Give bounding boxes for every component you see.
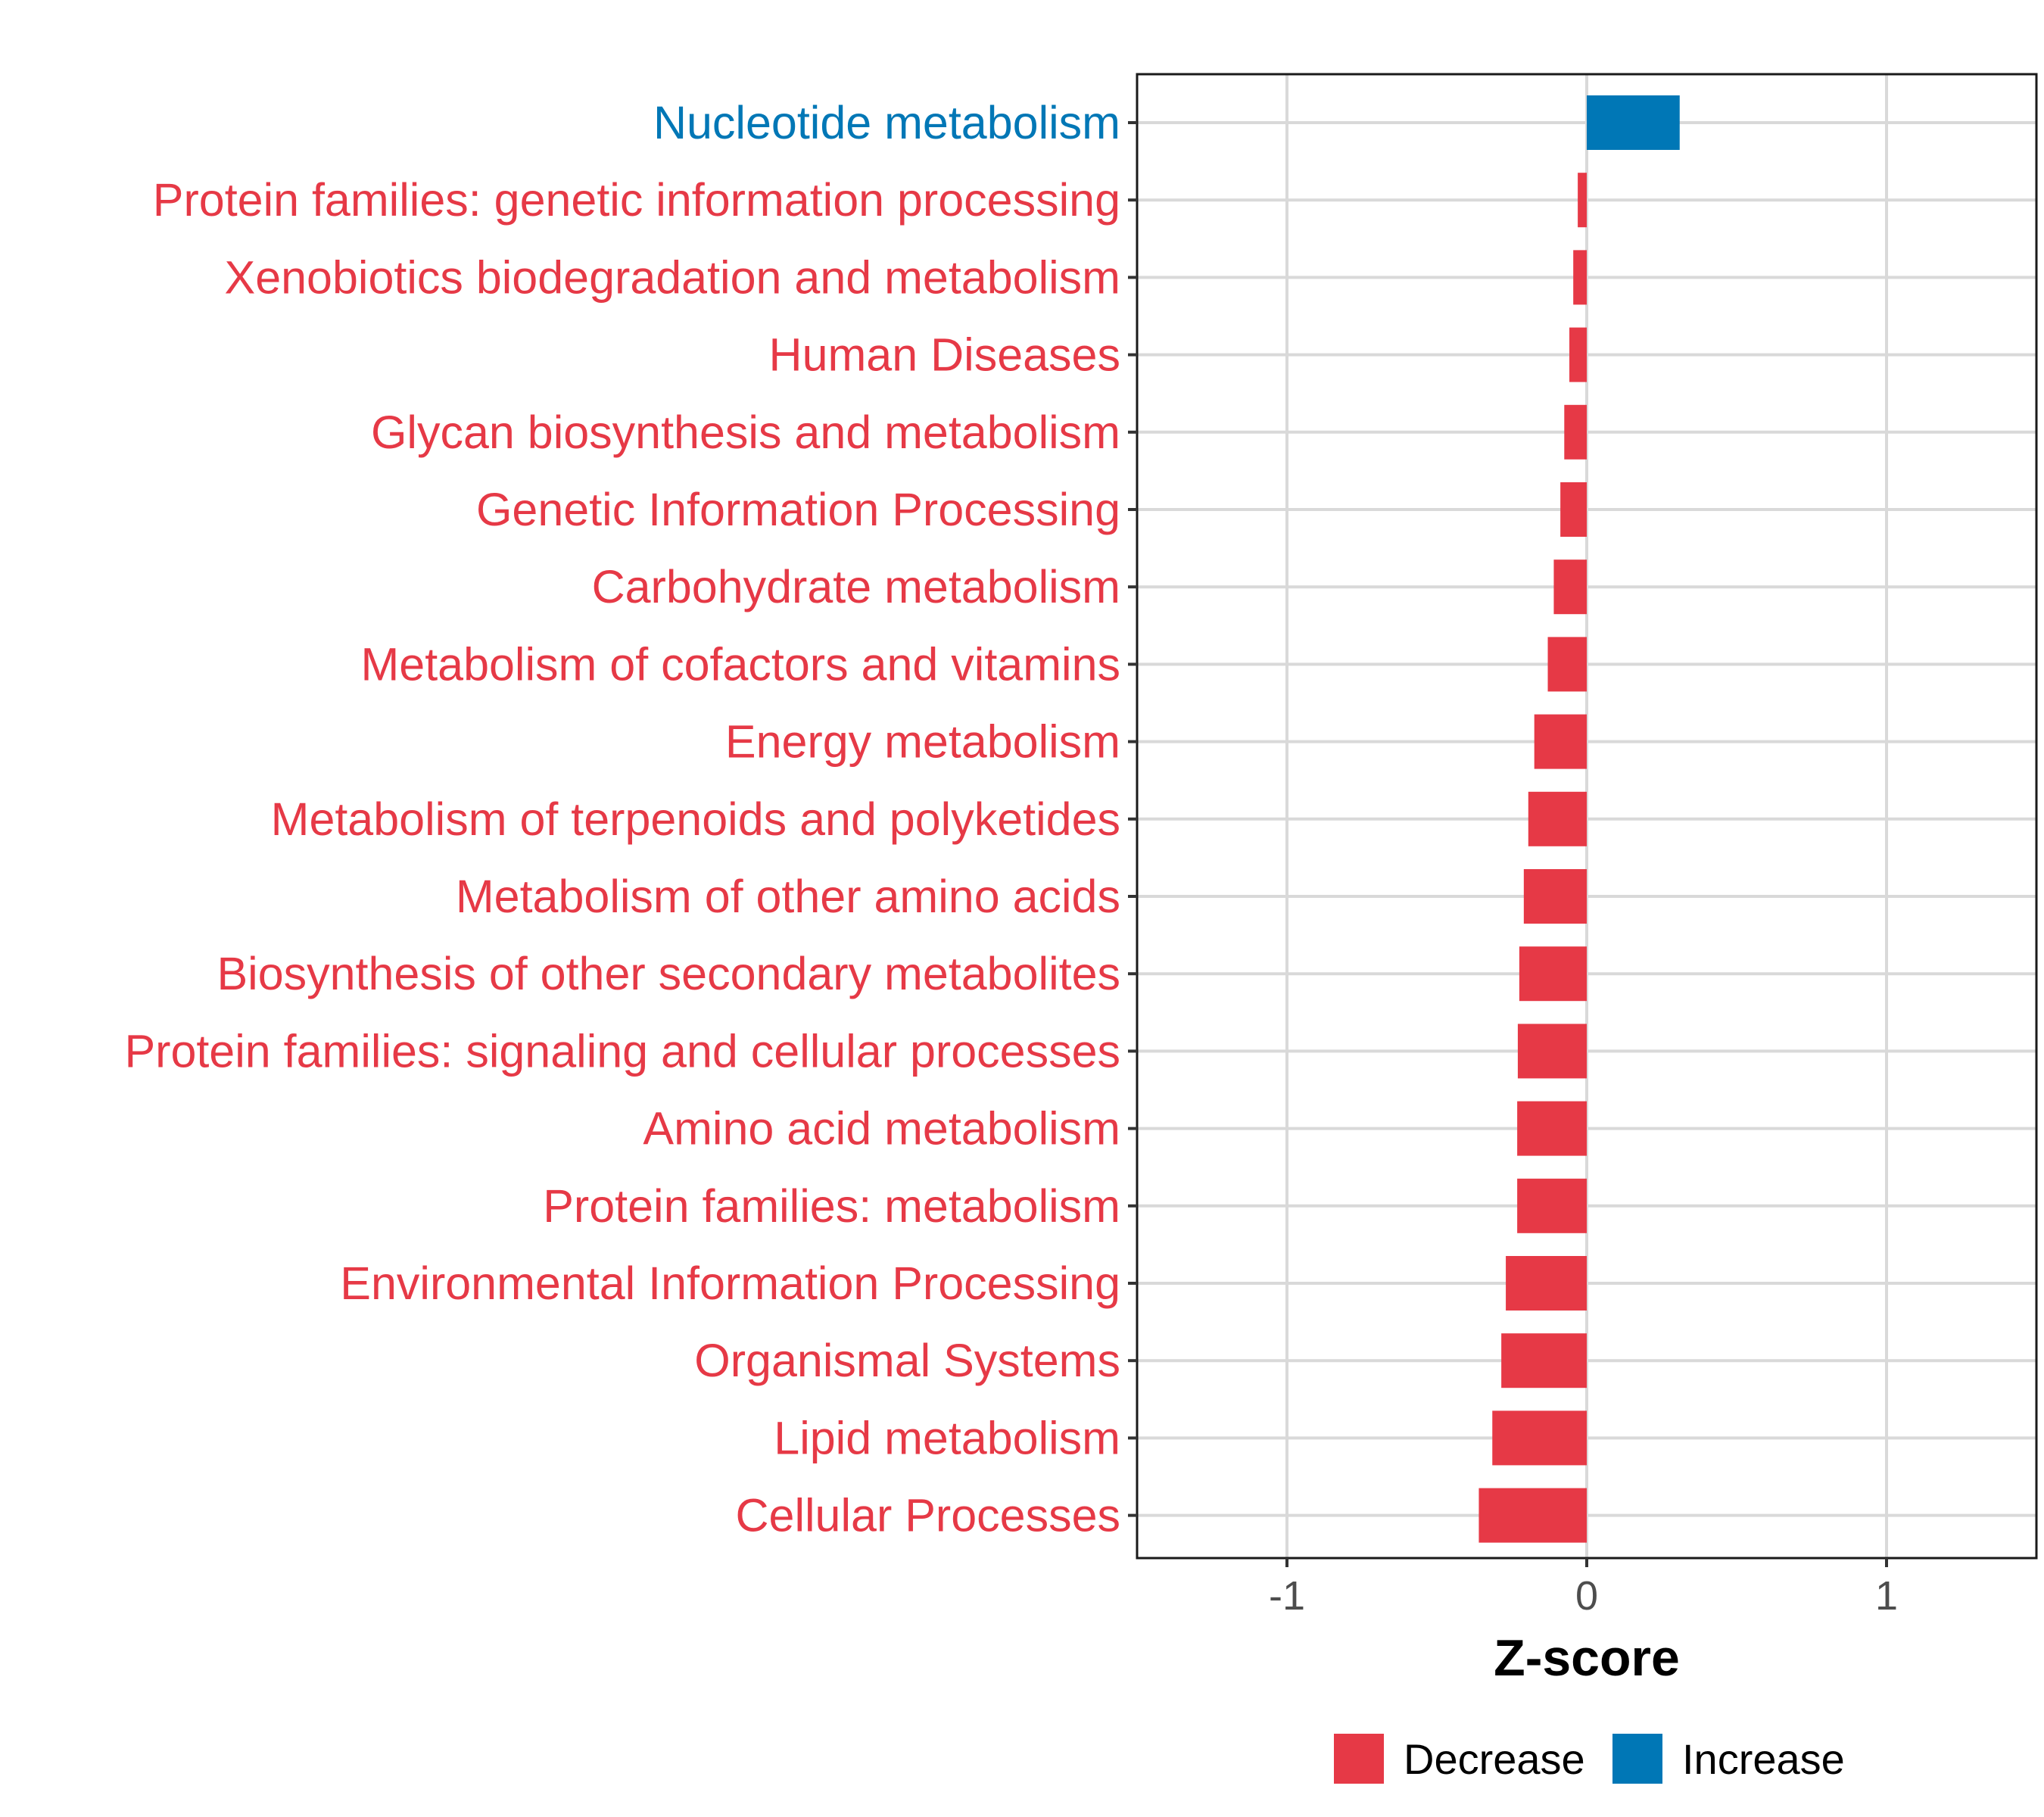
bar xyxy=(1553,559,1587,615)
category-label: Energy metabolism xyxy=(725,716,1120,768)
legend-key-decrease xyxy=(1334,1734,1384,1784)
category-label: Organismal Systems xyxy=(694,1335,1120,1386)
category-label: Metabolism of terpenoids and polyketides xyxy=(271,793,1120,845)
category-label: Protein families: metabolism xyxy=(543,1180,1120,1232)
bar xyxy=(1560,482,1587,537)
category-label: Metabolism of cofactors and vitamins xyxy=(360,638,1120,690)
bar xyxy=(1534,714,1587,769)
legend: Decrease Increase xyxy=(1334,1734,1845,1784)
legend-label-increase: Increase xyxy=(1682,1735,1845,1783)
bar xyxy=(1528,791,1587,846)
category-label: Amino acid metabolism xyxy=(643,1103,1120,1155)
category-label: Nucleotide metabolism xyxy=(653,97,1120,148)
x-tick-label: 1 xyxy=(1875,1573,1898,1619)
category-label: Glycan biosynthesis and metabolism xyxy=(371,407,1120,458)
bar xyxy=(1517,1101,1587,1156)
bar xyxy=(1523,869,1587,924)
category-label: Genetic Information Processing xyxy=(476,484,1120,535)
category-label: Xenobiotics biodegradation and metabolis… xyxy=(225,251,1120,303)
category-label: Environmental Information Processing xyxy=(340,1258,1120,1309)
category-label: Protein families: signaling and cellular… xyxy=(124,1025,1120,1077)
bar xyxy=(1569,327,1587,382)
x-axis-title: Z-score xyxy=(1494,1629,1680,1687)
category-label: Cellular Processes xyxy=(735,1490,1120,1541)
bar xyxy=(1517,1024,1587,1079)
bar xyxy=(1519,946,1587,1002)
category-label: Protein families: genetic information pr… xyxy=(153,174,1120,226)
bar xyxy=(1517,1178,1587,1233)
category-label: Metabolism of other amino acids xyxy=(456,871,1120,922)
category-label: Human Diseases xyxy=(769,329,1120,381)
category-label: Carbohydrate metabolism xyxy=(592,561,1120,612)
x-axis-ticks: -1 0 1 xyxy=(1269,1558,1898,1619)
category-label: Biosynthesis of other secondary metaboli… xyxy=(217,948,1120,999)
bar xyxy=(1547,637,1587,692)
bar xyxy=(1587,95,1680,150)
bar xyxy=(1573,250,1587,305)
bars xyxy=(1478,95,1680,1543)
bar xyxy=(1578,173,1587,228)
bar xyxy=(1478,1488,1587,1543)
x-tick-label: -1 xyxy=(1269,1573,1305,1619)
legend-label-decrease: Decrease xyxy=(1404,1735,1585,1783)
x-tick-label: 0 xyxy=(1575,1573,1598,1619)
bar xyxy=(1492,1410,1587,1466)
bar xyxy=(1564,404,1587,460)
y-axis-ticks xyxy=(1128,121,1137,1517)
bar xyxy=(1506,1256,1587,1311)
bar xyxy=(1501,1333,1587,1388)
legend-key-increase xyxy=(1612,1734,1662,1784)
y-axis-category-labels: Nucleotide metabolism Protein families: g… xyxy=(124,97,1120,1541)
category-label: Lipid metabolism xyxy=(774,1412,1120,1463)
